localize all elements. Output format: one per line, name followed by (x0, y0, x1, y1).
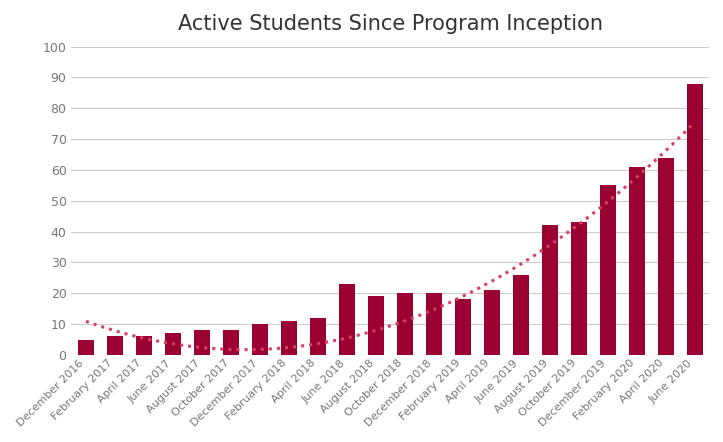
Bar (687, 84, 703, 355)
Bar (658, 158, 674, 355)
Bar (629, 167, 645, 355)
Bar (513, 275, 529, 355)
Bar (542, 225, 557, 355)
Bar (136, 336, 152, 355)
Bar (599, 185, 615, 355)
Bar (281, 321, 296, 355)
Bar (484, 290, 500, 355)
Bar (310, 318, 326, 355)
Bar (426, 293, 442, 355)
Bar (252, 324, 268, 355)
Bar (368, 297, 384, 355)
Title: Active Students Since Program Inception: Active Students Since Program Inception (178, 14, 603, 34)
Bar (455, 300, 471, 355)
Bar (570, 222, 586, 355)
Bar (397, 293, 413, 355)
Bar (194, 330, 210, 355)
Bar (223, 330, 239, 355)
Bar (107, 336, 123, 355)
Bar (339, 284, 355, 355)
Bar (78, 339, 94, 355)
Bar (165, 333, 181, 355)
